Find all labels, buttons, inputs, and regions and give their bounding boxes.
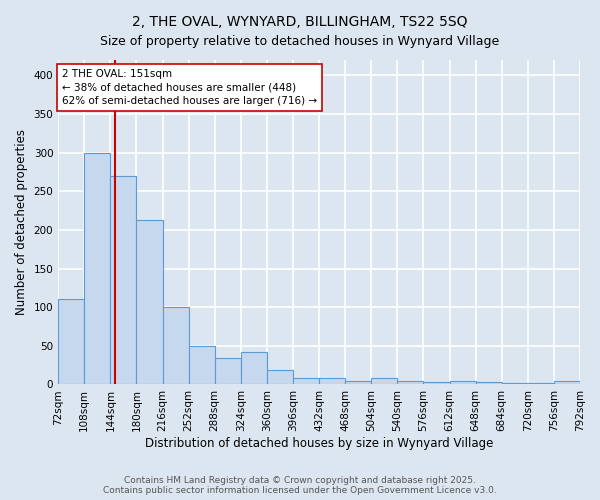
Text: 2 THE OVAL: 151sqm
← 38% of detached houses are smaller (448)
62% of semi-detach: 2 THE OVAL: 151sqm ← 38% of detached hou…	[62, 70, 317, 106]
Bar	[449, 380, 476, 384]
Bar	[424, 382, 449, 384]
Bar	[215, 358, 241, 384]
Bar	[110, 176, 136, 384]
Y-axis label: Number of detached properties: Number of detached properties	[15, 129, 28, 315]
Bar	[293, 378, 319, 384]
Bar	[476, 382, 502, 384]
Bar	[84, 152, 110, 384]
Text: Contains HM Land Registry data © Crown copyright and database right 2025.
Contai: Contains HM Land Registry data © Crown c…	[103, 476, 497, 495]
Bar	[554, 382, 580, 384]
Bar	[267, 370, 293, 384]
Bar	[163, 307, 188, 384]
Bar	[345, 380, 371, 384]
Text: Size of property relative to detached houses in Wynyard Village: Size of property relative to detached ho…	[100, 35, 500, 48]
Bar	[58, 300, 84, 384]
Bar	[371, 378, 397, 384]
X-axis label: Distribution of detached houses by size in Wynyard Village: Distribution of detached houses by size …	[145, 437, 493, 450]
Text: 2, THE OVAL, WYNYARD, BILLINGHAM, TS22 5SQ: 2, THE OVAL, WYNYARD, BILLINGHAM, TS22 5…	[132, 15, 468, 29]
Bar	[502, 383, 528, 384]
Bar	[528, 383, 554, 384]
Bar	[136, 220, 163, 384]
Bar	[319, 378, 345, 384]
Bar	[241, 352, 267, 384]
Bar	[188, 346, 215, 385]
Bar	[397, 380, 424, 384]
